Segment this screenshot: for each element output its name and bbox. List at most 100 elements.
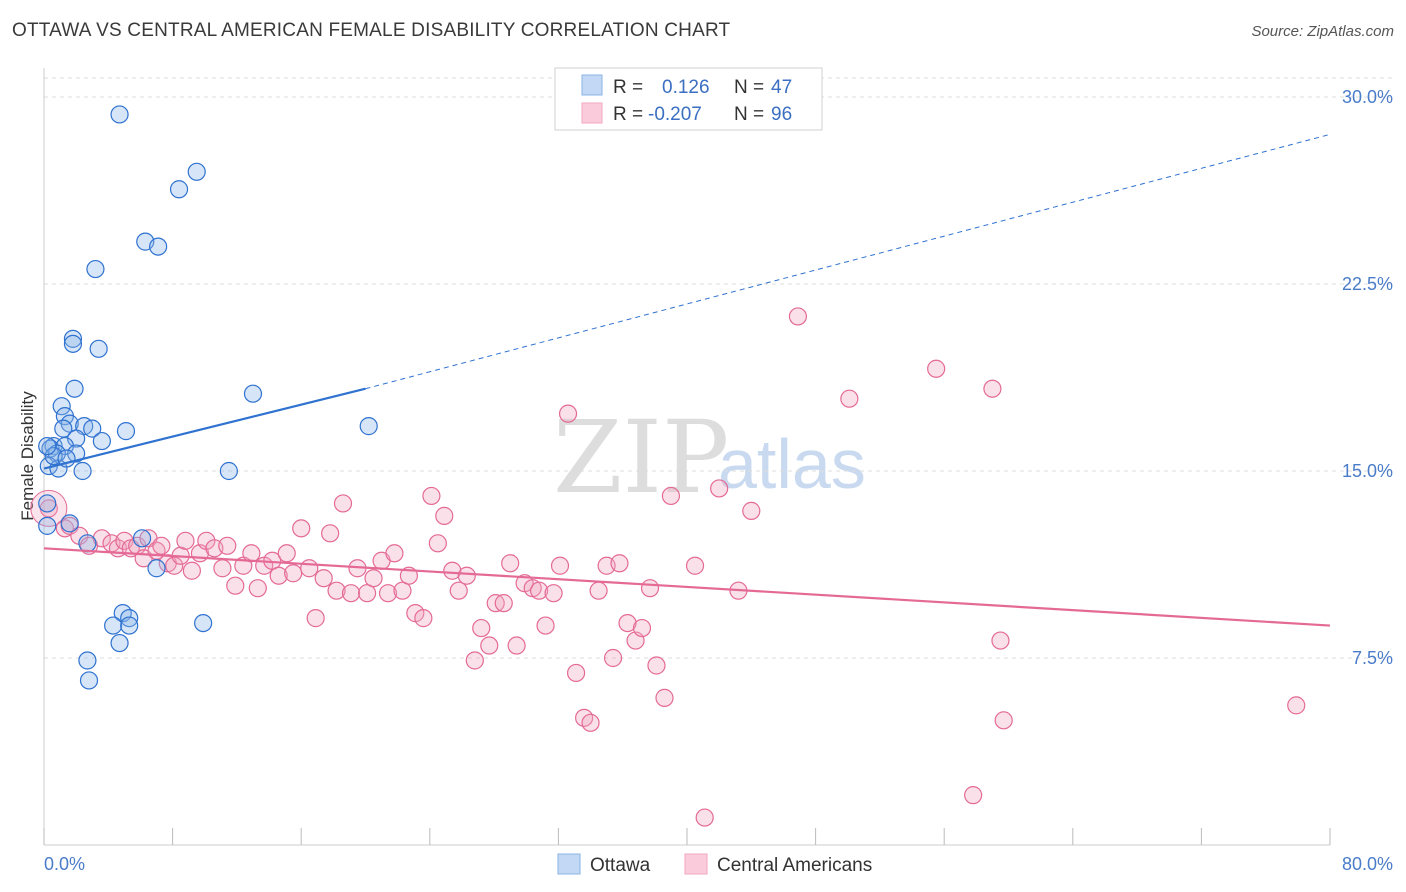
central-americans-point-75: [589, 581, 608, 600]
central-americans-point-47: [385, 544, 404, 563]
central-americans-point-43: [358, 584, 377, 603]
ottawa-point-40: [194, 613, 213, 633]
ottawa-point-0: [110, 105, 129, 124]
central-americans-point-23: [213, 559, 232, 578]
chart-title: OTTAWA VS CENTRAL AMERICAN FEMALE DISABI…: [12, 20, 731, 41]
central-americans-point-36: [306, 609, 325, 628]
y-tick-label-3: 30.0%: [1342, 87, 1393, 107]
legend-r-label-ottawa: R =: [613, 77, 643, 98]
central-americans-point-67: [530, 581, 549, 600]
central-americans-point-53: [428, 534, 447, 553]
ottawa-point-4: [149, 237, 168, 256]
y-tick-label-1: 15.0%: [1342, 461, 1393, 481]
central-americans-point-14: [152, 536, 171, 555]
ottawa-point-6: [63, 329, 83, 348]
central-americans-point-86: [685, 556, 705, 575]
central-americans-point-27: [242, 544, 261, 563]
central-americans-point-88: [710, 479, 729, 498]
central-americans-point-25: [226, 576, 245, 595]
legend-r-value-ottawa: 0.126: [662, 77, 710, 98]
legend-n-label-ottawa: N =: [734, 77, 764, 98]
central-americans-point-16: [165, 556, 184, 575]
ottawa-point-28: [73, 461, 92, 481]
central-americans-point-91: [788, 307, 808, 326]
central-americans-point-41: [341, 584, 361, 603]
legend-swatch-ottawa: [581, 74, 603, 96]
legend-r-value-central: -0.207: [648, 104, 702, 125]
ottawa-trend-line-extension: [365, 133, 1331, 390]
ottawa-point-1: [187, 162, 206, 181]
ottawa-point-34: [132, 529, 152, 548]
central-americans-point-1: [55, 519, 74, 538]
watermark-atlas: atlas: [718, 425, 866, 503]
central-americans-point-54: [435, 506, 454, 525]
central-americans-point-35: [300, 559, 319, 578]
central-americans-point-83: [647, 656, 666, 675]
central-americans-point-82: [640, 579, 660, 598]
ottawa-point-41: [110, 633, 129, 653]
ottawa-point-38: [104, 616, 123, 635]
central-americans-point-62: [494, 594, 513, 613]
y-tick-labels: 7.5% 15.0% 22.5% 30.0%: [1342, 87, 1393, 668]
central-americans-point-58: [465, 651, 484, 670]
ottawa-trend-line: [43, 387, 366, 470]
central-americans-point-51: [414, 609, 433, 628]
series-legend-label-central: Central Americans: [717, 855, 872, 876]
y-axis-label: Female Disability: [18, 391, 37, 521]
central-americans-point-92: [840, 389, 859, 408]
ottawa-point-29: [219, 461, 238, 481]
central-americans-point-56: [449, 581, 468, 600]
central-americans-point-31: [269, 566, 288, 585]
central-americans-point-85: [661, 486, 681, 506]
ottawa-point-39: [120, 616, 139, 635]
central-americans-point-33: [284, 564, 303, 583]
central-americans-point-97: [964, 786, 983, 805]
ottawa-point-15: [83, 419, 102, 438]
legend-n-value-ottawa: 47: [771, 77, 792, 98]
central-americans-point-77: [603, 648, 623, 668]
legend-r-label-central: R =: [613, 104, 643, 125]
chart-source: Source: ZipAtlas.com: [1251, 23, 1394, 40]
ottawa-point-8: [89, 339, 108, 358]
x-tick-label-min: 0.0%: [44, 854, 85, 874]
central-americans-point-79: [618, 613, 637, 633]
ottawa-point-20: [92, 431, 111, 451]
series-legend-swatch-ottawa: [557, 853, 581, 875]
central-americans-point-44: [364, 569, 383, 588]
central-americans-point-18: [176, 531, 195, 550]
ottawa-point-33: [78, 534, 97, 553]
ottawa-point-11: [52, 397, 71, 416]
ottawa-point-2: [169, 180, 189, 199]
ottawa-points: [38, 105, 378, 690]
central-americans-point-70: [550, 556, 570, 575]
central-americans-point-19: [182, 561, 201, 580]
ottawa-point-42: [78, 651, 97, 670]
central-americans-point-32: [277, 544, 296, 563]
central-americans-points: [30, 307, 1306, 827]
y-tick-label-2: 22.5%: [1342, 274, 1393, 294]
legend-swatch-central: [581, 102, 603, 124]
central-americans-trend-line: [43, 547, 1331, 627]
central-americans-point-63: [501, 554, 520, 573]
central-americans-point-96: [994, 711, 1013, 730]
ottawa-point-37: [120, 609, 139, 628]
trend-lines: [43, 133, 1331, 627]
central-americans-point-55: [443, 561, 462, 580]
x-tick-label-max: 80.0%: [1342, 854, 1393, 874]
ottawa-point-9: [243, 384, 263, 403]
central-americans-point-95: [991, 631, 1010, 650]
central-americans-point-98: [1287, 696, 1306, 715]
ottawa-point-43: [79, 671, 99, 690]
central-americans-point-48: [393, 581, 412, 600]
central-americans-point-46: [378, 584, 398, 603]
central-americans-point-24: [218, 536, 237, 555]
central-americans-point-39: [327, 581, 346, 600]
central-americans-point-38: [321, 524, 340, 543]
ottawa-point-7: [63, 334, 83, 353]
watermark-zip: ZIP: [553, 399, 729, 516]
watermark: ZIP atlas: [553, 399, 866, 516]
central-americans-point-34: [292, 519, 311, 538]
central-americans-point-28: [248, 579, 267, 598]
ottawa-point-46: [38, 436, 57, 456]
